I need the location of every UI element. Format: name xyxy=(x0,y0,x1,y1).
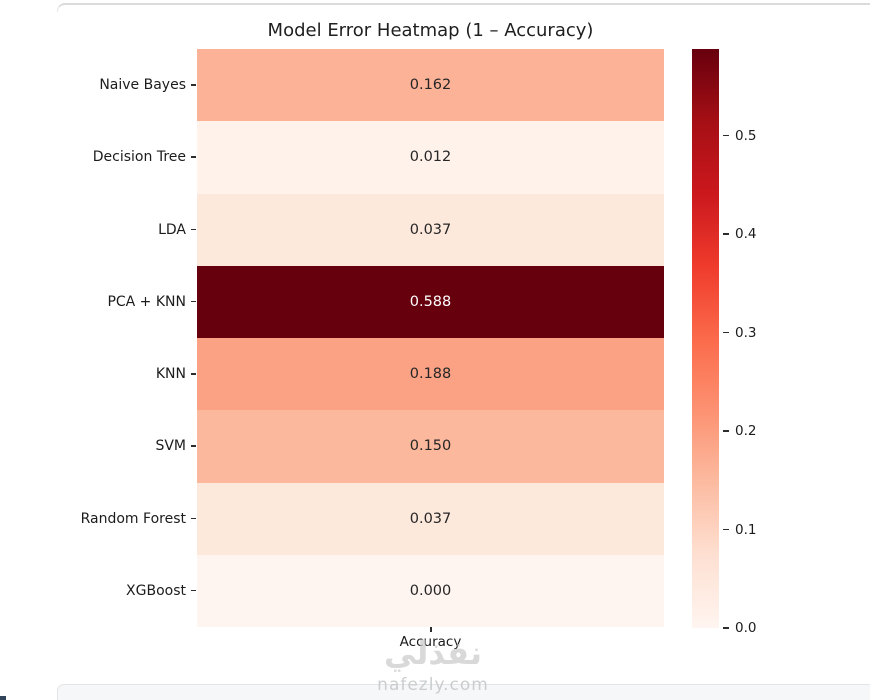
heatmap-cell: 0.037 xyxy=(197,482,664,555)
chart-title: Model Error Heatmap (1 – Accuracy) xyxy=(267,20,594,41)
heatmap-row: Decision Tree 0.012 xyxy=(0,121,664,194)
bottom-left-fragment xyxy=(0,696,6,700)
heatmap-row: Naive Bayes 0.162 xyxy=(0,49,664,122)
colorbar-gradient xyxy=(692,49,719,628)
row-label: Decision Tree xyxy=(0,121,197,193)
colorbar-tick xyxy=(723,331,729,334)
y-axis-tick xyxy=(191,445,196,447)
y-axis-tick xyxy=(191,517,196,520)
row-label: PCA + KNN xyxy=(0,266,197,338)
heatmap-row: XGBoost 0.000 xyxy=(0,554,664,627)
heatmap-cell: 0.588 xyxy=(197,265,664,338)
row-label: LDA xyxy=(0,194,197,266)
y-axis-tick xyxy=(191,373,196,375)
card-top-border xyxy=(57,3,870,12)
watermark-arabic-text: نفذلي xyxy=(384,634,482,672)
row-label: Random Forest xyxy=(0,483,197,555)
colorbar-tick xyxy=(723,528,729,531)
x-axis-label: Accuracy xyxy=(399,634,462,650)
colorbar-tick-label: 0.1 xyxy=(735,521,757,538)
heatmap-cell: 0.188 xyxy=(197,338,664,411)
heatmap-cell: 0.150 xyxy=(197,410,664,483)
heatmap-cell: 0.162 xyxy=(197,49,664,122)
heatmap-cell: 0.000 xyxy=(197,554,664,627)
y-axis-tick xyxy=(191,156,196,158)
colorbar-tick xyxy=(723,430,729,432)
heatmap-row: LDA 0.037 xyxy=(0,193,664,266)
bottom-panel xyxy=(57,684,870,700)
heatmap-cell: 0.012 xyxy=(197,121,664,194)
colorbar-tick-label: 0.5 xyxy=(735,127,757,144)
colorbar-tick xyxy=(723,134,729,137)
row-label: XGBoost xyxy=(0,555,197,627)
heatmap-grid: Naive Bayes 0.162 Decision Tree 0.012 LDA 0.0… xyxy=(0,49,664,627)
colorbar: 0.0 0.1 0.2 0.3 0.4 0.5 xyxy=(692,49,756,636)
row-label: Naive Bayes xyxy=(0,49,197,121)
y-axis-tick xyxy=(191,300,196,303)
y-axis-tick xyxy=(191,84,196,86)
colorbar-tick xyxy=(723,233,729,235)
heatmap-row: Random Forest 0.037 xyxy=(0,482,664,555)
watermark-domain-text: nafezly.com xyxy=(377,675,489,695)
colorbar-tick-label: 0.0 xyxy=(735,620,757,636)
heatmap-row: SVM 0.150 xyxy=(0,410,664,483)
x-axis-tick xyxy=(430,627,432,632)
row-label: SVM xyxy=(0,410,197,482)
colorbar-tick-label: 0.2 xyxy=(735,423,757,440)
heatmap-row: PCA + KNN 0.588 xyxy=(0,265,664,338)
colorbar-tick-label: 0.3 xyxy=(735,324,757,341)
colorbar-tick xyxy=(723,627,729,629)
y-axis-tick xyxy=(191,589,196,592)
row-label: KNN xyxy=(0,338,197,410)
heatmap-cell: 0.037 xyxy=(197,193,664,266)
y-axis-tick xyxy=(191,228,196,231)
colorbar-tick-label: 0.4 xyxy=(735,226,757,243)
heatmap-row: KNN 0.188 xyxy=(0,338,664,411)
